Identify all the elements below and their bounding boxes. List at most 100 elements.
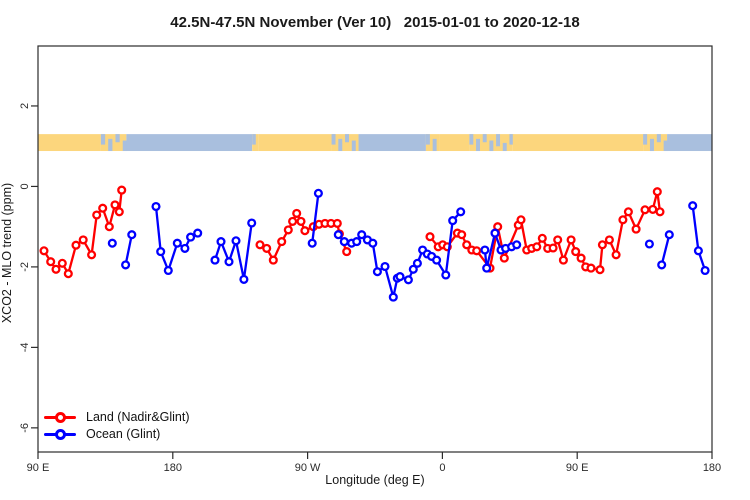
data-point [403,275,413,285]
strip-segment-mixed [643,134,668,152]
x-tick-label: 180 [703,462,721,474]
data-point [268,255,278,265]
data-point [277,237,287,247]
series-line [337,210,462,299]
data-point [548,243,558,253]
strip-speckle [663,140,668,152]
data-point [480,245,490,255]
data-point [87,250,97,260]
y-tick-label: -6 [19,423,31,433]
strip-speckle [643,134,648,145]
data-point [623,207,633,217]
data-point [57,258,67,268]
data-point [537,233,547,243]
strip-speckle [656,134,661,143]
x-tick-label: 180 [164,462,182,474]
data-point [380,261,390,272]
data-point [288,216,298,226]
data-point [618,215,628,225]
data-point [576,253,586,263]
legend-item-ocean: Ocean (Glint) [44,426,190,443]
strip-segment-land [258,134,332,152]
strip-segment-ocean [126,134,253,152]
strip-segment-ocean [667,134,712,152]
data-point [516,215,526,225]
data-point [127,230,137,240]
series-line [213,221,253,281]
data-point [283,225,293,235]
strip-segment-land [38,134,101,152]
data-point [63,269,73,279]
data-point [372,267,382,277]
series-ocean [107,188,710,302]
strip-speckle [345,134,350,143]
strip-speckle [122,140,127,152]
data-point [210,255,220,265]
data-point [604,235,614,245]
legend-label-ocean: Ocean (Glint) [86,427,161,441]
data-point [532,242,542,252]
data-point [231,236,241,246]
data-point [395,272,405,282]
data-point [339,237,349,247]
x-tick-label: 90 W [295,462,321,474]
data-point [490,228,500,238]
data-point [472,246,482,256]
data-point [39,246,49,256]
data-point [512,240,522,250]
series-line [691,204,707,272]
y-tick-label: -4 [19,342,31,352]
legend-item-land: Land (Nadir&Glint) [44,409,190,426]
data-point [255,240,265,250]
data-point [432,255,442,265]
strip-speckle [476,138,480,152]
legend-label-land: Land (Nadir&Glint) [86,410,190,424]
strip-speckle [432,138,437,152]
data-point [121,260,131,270]
data-point [180,243,190,253]
data-point [448,216,458,226]
data-point [224,257,234,267]
data-point [216,237,226,247]
chart-title: 42.5N-47.5N November (Ver 10) 2015-01-01… [170,14,579,31]
strip-speckle [425,134,430,145]
strip-speckle [338,138,343,152]
strip-speckle [469,134,474,145]
data-point [296,216,306,226]
data-point [51,264,61,274]
data-point [425,232,435,242]
data-point [151,201,161,212]
strip-speckle [496,134,501,147]
series-line [124,233,133,267]
data-point [92,210,102,220]
data-point [262,243,272,253]
data-point [571,247,581,257]
data-point [172,238,182,248]
data-point [110,200,120,210]
data-point [78,235,88,245]
series-line [660,233,671,267]
data-point [640,205,650,215]
data-point [688,201,698,211]
series-line [42,188,123,275]
strip-speckle [489,140,494,152]
data-point [368,238,378,248]
y-tick-label: 2 [19,103,31,109]
data-point [462,240,472,250]
series-line [311,192,320,245]
data-point [342,247,352,257]
data-point [307,238,317,248]
strip-speckle [252,134,256,145]
y-tick-label: 0 [19,183,31,189]
coastline-map-strip [38,134,712,152]
data-point [163,265,173,276]
data-point [71,240,81,250]
strip-speckle [351,140,356,152]
strip-speckle [108,138,113,152]
data-point [441,270,451,280]
data-point [553,235,563,245]
data-point [98,203,108,213]
strip-segment-ocean [358,134,426,152]
y-axis-title: XCO2 - MLO trend (ppm) [0,183,14,323]
